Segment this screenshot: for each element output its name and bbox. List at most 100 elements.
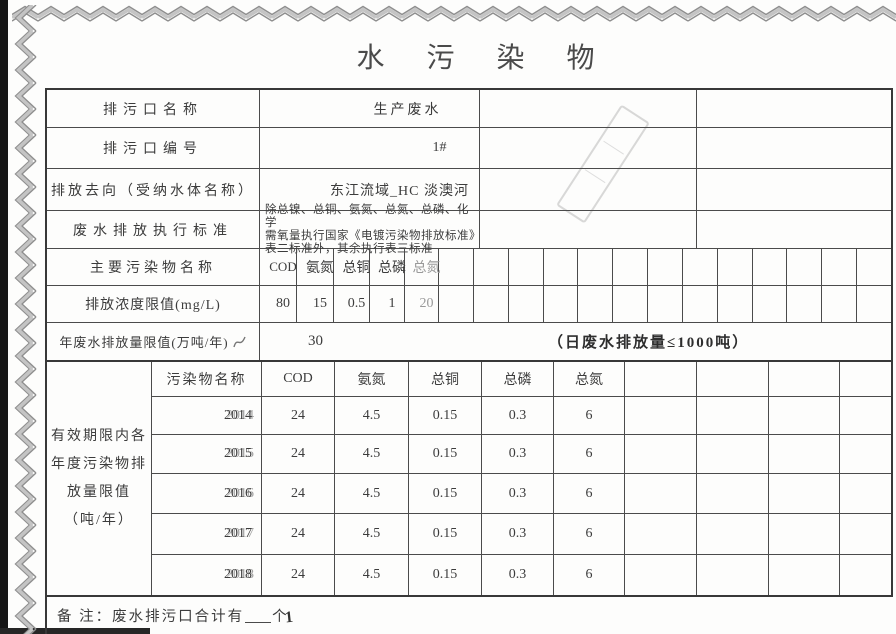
- outlet-name-value-cell: 生产废水: [260, 90, 480, 127]
- year-value: 2017: [224, 526, 252, 541]
- empty-cell: [613, 249, 649, 285]
- empty-cell: [840, 435, 891, 473]
- value-cod: 24: [262, 555, 335, 595]
- col-header-text: COD: [269, 259, 297, 274]
- empty-cell: [697, 169, 891, 210]
- empty-cell: [697, 211, 891, 248]
- value-nh3n: 4.5: [335, 555, 409, 595]
- value-cu: 0.15: [409, 397, 482, 434]
- empty-cell: [787, 286, 823, 322]
- header-p: 总磷: [482, 362, 554, 396]
- pollutant-col-nh3n: 氨氮: [297, 249, 334, 285]
- empty-cell: [697, 90, 891, 127]
- outlet-name-label: 排污口名称: [47, 90, 260, 127]
- header-cod: COD: [262, 362, 335, 396]
- empty-cell: [625, 362, 697, 396]
- table-row-main-pollutants: 主要污染物名称 COD 氨氮 总铜 总磷 总氮: [47, 249, 891, 286]
- empty-cell: [625, 435, 697, 473]
- empty-cell: [840, 362, 891, 396]
- empty-cell: [718, 286, 753, 322]
- scan-edge-left: [0, 0, 8, 634]
- empty-cell: [840, 514, 891, 554]
- empty-cell: [544, 249, 579, 285]
- table-row-concentration-limits: 排放浓度限值(mg/L) 80 15 0.5 1 20: [47, 286, 891, 323]
- value-nh3n: 4.5: [335, 397, 409, 434]
- discharge-standard-text: 除总镍、总铜、氨氮、总氮、总磷、化学 需氧量执行国家《电镀污染物排放标准》 表二…: [260, 203, 481, 256]
- header-pollutant-name: 污染物名称: [152, 362, 262, 396]
- table-row-discharge-destination: 排放去向（受纳水体名称） 东江流域_HC 淡澳河: [47, 169, 891, 211]
- pollutant-col-cod: COD: [260, 249, 297, 285]
- pollutant-col-n: 总氮: [405, 249, 441, 285]
- handwritten-scribble: [232, 336, 246, 347]
- empty-cell: [439, 286, 474, 322]
- empty-cell: [840, 474, 891, 513]
- outlet-number-value: 1#: [432, 140, 447, 155]
- empty-cell: [697, 435, 769, 473]
- annual-discharge-label: 年废水排放量限值(万吨/年): [59, 335, 229, 350]
- outlet-number-label: 排污口编号: [47, 128, 260, 168]
- empty-cell: [769, 397, 840, 434]
- discharge-destination-label: 排放去向（受纳水体名称）: [47, 169, 260, 210]
- main-pollutants-label: 主要污染物名称: [47, 249, 260, 285]
- empty-cell: [509, 286, 544, 322]
- empty-cell: [857, 249, 891, 285]
- limit-value: 80: [276, 296, 290, 311]
- empty-cell: [578, 286, 614, 322]
- annual-discharge-value-cell: 30 （日废水排放量≤1000吨）: [260, 323, 891, 360]
- daily-discharge-stamp-note: （日废水排放量≤1000吨）: [548, 335, 750, 351]
- pollutant-col-p: 总磷: [370, 249, 406, 285]
- empty-cell: [625, 474, 697, 513]
- value-cod: 24: [262, 435, 335, 473]
- year-row-2017: 2017 24 4.5 0.15 0.3 6: [152, 514, 891, 555]
- col-header-text: 氨氮: [306, 261, 334, 276]
- value-nh3n: 4.5: [335, 474, 409, 513]
- empty-cell: [769, 435, 840, 473]
- empty-cell: [480, 169, 697, 210]
- limit-p: 1: [370, 286, 405, 322]
- handwritten-count: 1: [283, 608, 296, 626]
- year-row-2016: 2016 24 4.5 0.15 0.3 6: [152, 474, 891, 514]
- discharge-destination-value-cell: 东江流域_HC 淡澳河: [260, 169, 480, 210]
- value-nh3n: 4.5: [335, 514, 409, 554]
- value-nh3n: 4.5: [335, 435, 409, 473]
- empty-cell: [474, 249, 509, 285]
- empty-cell: [625, 397, 697, 434]
- empty-cell: [753, 249, 788, 285]
- empty-cell: [480, 128, 697, 168]
- table-row-discharge-standard: 废水排放执行标准 除总镍、总铜、氨氮、总氮、总磷、化学 需氧量执行国家《电镀污染…: [47, 204, 891, 255]
- header-nh3n: 氨氮: [335, 362, 409, 396]
- empty-cell: [683, 249, 718, 285]
- remarks-blank-line: [245, 609, 272, 623]
- value-p: 0.3: [482, 514, 554, 554]
- yearly-limits-table: 有效期限内各 年度污染物排 放量限值 （吨/年） 污染物名称 COD 氨氮 总铜…: [45, 362, 893, 597]
- empty-cell: [697, 397, 769, 434]
- empty-cell: [683, 286, 718, 322]
- col-header-text: 总氮: [412, 261, 441, 276]
- table-row-annual-discharge: 年废水排放量限值(万吨/年) 30 （日废水排放量≤1000吨）: [47, 323, 891, 360]
- value-cod: 24: [262, 474, 335, 513]
- outlet-number-value-cell: 1#: [260, 128, 480, 168]
- empty-cell: [822, 249, 858, 285]
- standard-line-3: 表二标准外，其余执行表三标准: [265, 242, 433, 255]
- empty-cell: [787, 249, 823, 285]
- empty-cell: [697, 362, 769, 396]
- empty-cell: [822, 286, 858, 322]
- table-row-outlet-name: 排污口名称 生产废水: [47, 90, 891, 128]
- value-cu: 0.15: [409, 435, 482, 473]
- yearly-header-row: 污染物名称 COD 氨氮 总铜 总磷 总氮: [152, 362, 891, 397]
- empty-cell: [840, 397, 891, 434]
- value-p: 0.3: [482, 474, 554, 513]
- standard-line-1: 除总镍、总铜、氨氮、总氮、总磷、化学: [265, 203, 469, 229]
- empty-cell: [544, 286, 579, 322]
- year-value: 2014: [224, 407, 252, 423]
- empty-cell: [769, 555, 840, 595]
- zigzag-border-left-decoration: [14, 5, 37, 634]
- annual-discharge-label-cell: 年废水排放量限值(万吨/年): [47, 323, 260, 360]
- empty-cell: [625, 514, 697, 554]
- limit-value: 15: [313, 296, 327, 311]
- empty-cell: [697, 474, 769, 513]
- empty-cell: [857, 286, 891, 322]
- empty-cell: [480, 90, 697, 127]
- year-cell: 2017: [152, 514, 262, 554]
- empty-cell: [840, 555, 891, 595]
